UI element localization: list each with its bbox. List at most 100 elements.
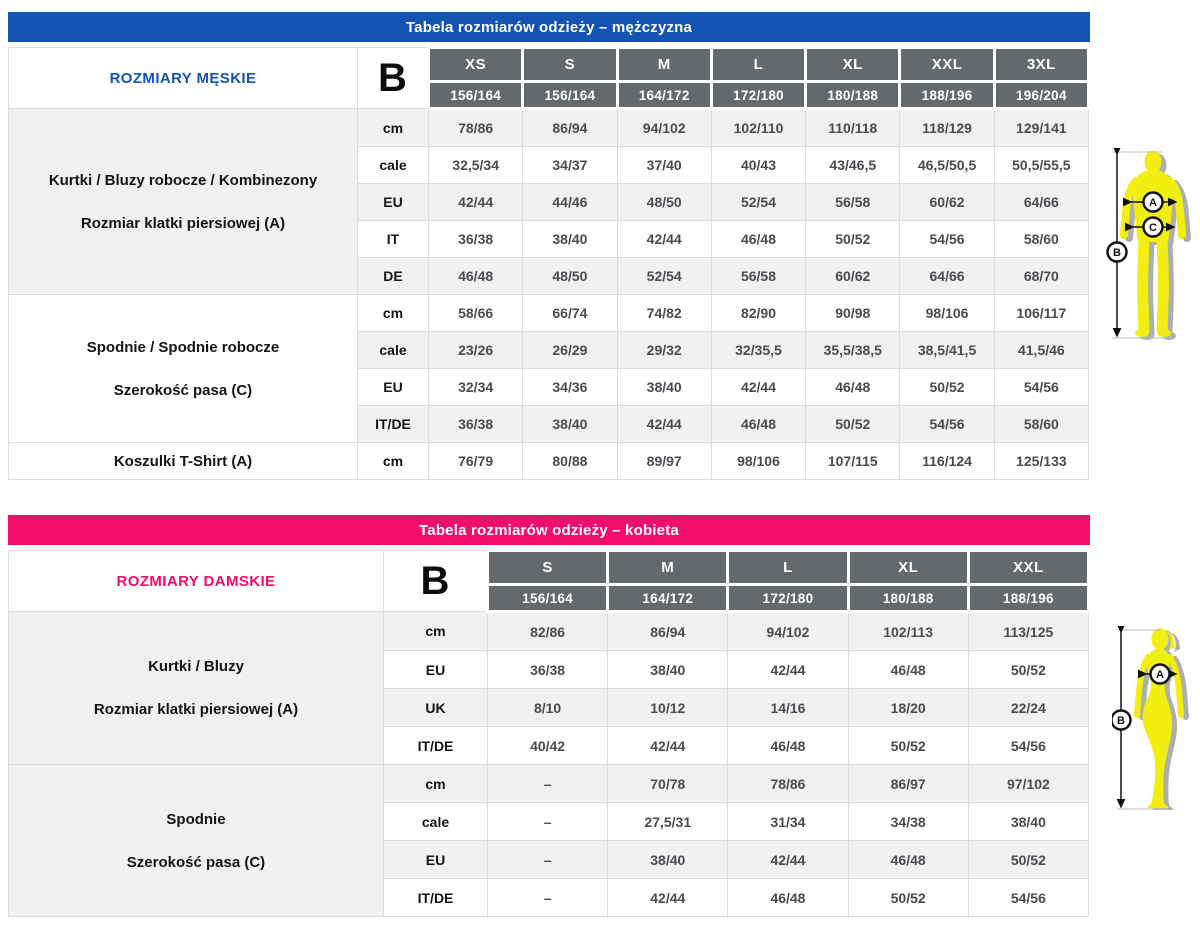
height-range-header: 188/196 <box>898 80 996 110</box>
value-cell: 31/34 <box>727 802 849 841</box>
value-cell: 110/118 <box>805 108 901 147</box>
measure-letter-b: B <box>383 550 488 612</box>
group-label: Kurtki / Bluzy robocze / Kombinezony Rozm… <box>8 108 358 295</box>
unit-cell: cale <box>383 802 488 841</box>
value-cell: 41,5/46 <box>993 331 1090 369</box>
value-cell: 46/48 <box>710 405 807 443</box>
value-cell: 42/44 <box>427 183 524 221</box>
height-range-header: 156/164 <box>426 80 525 110</box>
height-range-header: 188/196 <box>966 583 1091 613</box>
value-cell: 46/48 <box>847 840 969 879</box>
value-cell: 86/94 <box>607 611 729 651</box>
measure-letter-b: B <box>357 47 429 109</box>
group-label: Spodnie Szerokość pasa (C) <box>8 764 384 917</box>
value-cell: 74/82 <box>616 294 712 332</box>
height-range-header: 180/188 <box>846 583 970 613</box>
value-cell: 26/29 <box>522 331 618 369</box>
value-cell: 56/58 <box>710 257 807 295</box>
value-cell: 46/48 <box>710 220 807 258</box>
value-cell: – <box>486 802 609 841</box>
waist-badge-letter: C <box>1149 222 1157 234</box>
value-cell: 42/44 <box>616 220 712 258</box>
table-row: EU 42/44 44/46 48/50 52/54 56/58 60/62 64/66 <box>9 183 1090 221</box>
value-cell: 27,5/31 <box>607 802 729 841</box>
chest-badge: A <box>1142 191 1164 213</box>
value-cell: 34/36 <box>522 368 618 406</box>
unit-cell: IT <box>357 220 429 258</box>
value-cell: 34/38 <box>847 802 969 841</box>
size-column-header: S <box>485 549 610 586</box>
value-cell: 90/98 <box>805 294 901 332</box>
female-figure-icon: B A <box>1110 623 1200 814</box>
value-cell: 32/34 <box>427 368 524 406</box>
value-cell: 48/50 <box>522 257 618 295</box>
value-cell: 52/54 <box>710 183 807 221</box>
group-label: Koszulki T-Shirt (A) <box>8 442 358 480</box>
value-cell: 64/66 <box>993 183 1090 221</box>
womens-table-grid: ROZMIARY DAMSKIE B S M L XL XXL 156/164 164/172 1… <box>8 549 1091 917</box>
table-row: EU 36/38 38/40 42/44 46/48 50/52 <box>9 650 1090 689</box>
value-cell: 78/86 <box>727 764 849 803</box>
table-row: DE 46/48 48/50 52/54 56/58 60/62 64/66 68/70 <box>9 257 1090 295</box>
value-cell: 38/40 <box>522 405 618 443</box>
table-row: IT/DE –42/44 46/48 50/52 54/56 <box>9 878 1090 917</box>
value-cell: 78/86 <box>427 108 524 147</box>
value-cell: 56/58 <box>805 183 901 221</box>
mens-table-title: Tabela rozmiarów odzieży – mężczyzna <box>405 18 693 36</box>
male-measurement-figure: B A C <box>1106 148 1200 371</box>
value-cell: 42/44 <box>727 840 849 879</box>
height-range-header: 156/164 <box>521 80 619 110</box>
value-cell: 102/110 <box>710 108 807 147</box>
unit-cell: EU <box>383 840 488 879</box>
height-range-header: 196/204 <box>992 80 1091 110</box>
height-badge-letter: B <box>1113 247 1121 259</box>
height-badge: B <box>1106 241 1128 263</box>
value-cell: 68/70 <box>993 257 1090 295</box>
size-column-header: L <box>709 46 808 83</box>
unit-cell: cm <box>383 611 488 651</box>
unit-cell: cm <box>383 764 488 803</box>
side-label: ROZMIARY DAMSKIE <box>8 550 384 612</box>
value-cell: 36/38 <box>427 220 524 258</box>
height-range-header: 172/180 <box>709 80 808 110</box>
value-cell: 29/32 <box>616 331 712 369</box>
value-cell: 40/43 <box>710 146 807 184</box>
unit-cell: EU <box>383 650 488 689</box>
value-cell: 64/66 <box>899 257 995 295</box>
value-cell: 38/40 <box>967 802 1090 841</box>
size-column-header: XL <box>846 549 970 586</box>
unit-cell: UK <box>383 688 488 727</box>
mens-size-table: Tabela rozmiarów odzieży – mężczyzna ROZ… <box>8 12 1091 480</box>
table-row: Spodnie Szerokość pasa (C) cm –70/78 78/86 86… <box>8 764 1090 917</box>
value-cell: 46/48 <box>727 878 849 917</box>
value-cell: – <box>486 764 609 803</box>
value-cell: 32,5/34 <box>427 146 524 184</box>
group-label-line: Spodnie / Spodnie robocze <box>86 338 280 356</box>
womens-table-title: Tabela rozmiarów odzieży – kobieta <box>419 521 679 539</box>
value-cell: 43/46,5 <box>805 146 901 184</box>
value-cell: 50/52 <box>967 840 1090 879</box>
value-cell: 107/115 <box>805 442 901 480</box>
size-column-header: 3XL <box>992 46 1091 83</box>
group-label-line: Spodnie <box>166 810 226 828</box>
value-cell: 102/113 <box>847 611 969 651</box>
unit-cell: cm <box>357 442 429 480</box>
group-label: Kurtki / Bluzy Rozmiar klatki piersiowej … <box>8 611 384 765</box>
height-range-header: 172/180 <box>726 583 850 613</box>
value-cell: 86/97 <box>847 764 969 803</box>
value-cell: 42/44 <box>710 368 807 406</box>
table-row: cale 23/26 26/29 29/32 32/35,5 35,5/38,5 38,5/… <box>9 331 1090 369</box>
size-column-header: S <box>521 46 619 83</box>
mens-table-grid: ROZMIARY MĘSKIE B XS S M L XL XXL 3XL 156/164 156/… <box>8 46 1091 480</box>
group-label-line: Koszulki T-Shirt (A) <box>113 452 253 470</box>
value-cell: 44/46 <box>522 183 618 221</box>
value-cell: 76/79 <box>427 442 524 480</box>
value-cell: 54/56 <box>899 220 995 258</box>
value-cell: 80/88 <box>522 442 618 480</box>
female-measurement-figure: B A <box>1110 623 1200 819</box>
value-cell: 89/97 <box>616 442 712 480</box>
size-column-header: XL <box>804 46 902 83</box>
value-cell: 50,5/55,5 <box>993 146 1090 184</box>
value-cell: 38/40 <box>607 840 729 879</box>
value-cell: 34/37 <box>522 146 618 184</box>
